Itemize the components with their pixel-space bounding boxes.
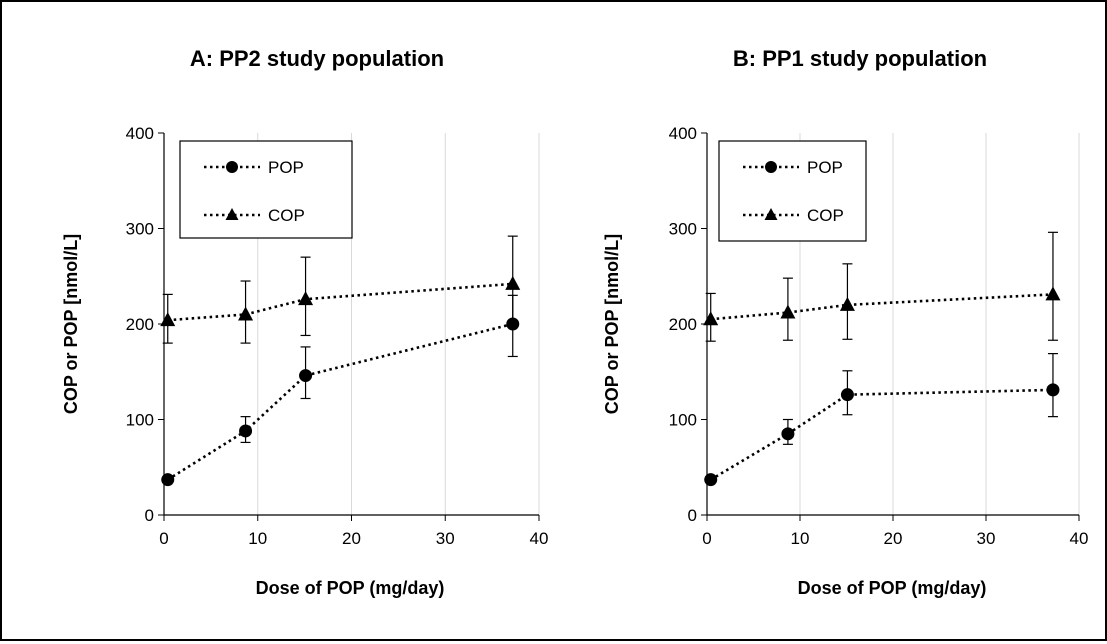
y-tick-label: 300 xyxy=(669,220,697,239)
series-line-pop xyxy=(167,322,514,481)
x-axis-title: Dose of POP (mg/day) xyxy=(256,578,445,598)
data-point-pop xyxy=(781,427,795,441)
series-line-pop xyxy=(710,388,1053,481)
chart-title: B: PP1 study population xyxy=(733,46,987,71)
y-tick-label: 100 xyxy=(126,411,154,430)
data-point-pop xyxy=(299,369,313,383)
y-tick-label: 200 xyxy=(669,315,697,334)
y-tick-label: 0 xyxy=(145,506,154,525)
data-point-cop xyxy=(238,306,254,321)
series-cop xyxy=(703,231,1061,342)
x-tick-label: 30 xyxy=(977,529,996,548)
data-point-pop xyxy=(161,473,175,487)
chart-panel-b: B: PP1 study population 0 100 200 300 400 0 10 2… xyxy=(602,46,1088,598)
chart-title: A: PP2 study population xyxy=(190,46,444,71)
legend-label-pop: POP xyxy=(807,158,843,177)
legend-marker-pop xyxy=(226,161,238,173)
data-point-pop xyxy=(239,424,253,438)
x-tick-label: 0 xyxy=(702,529,711,548)
x-tick-label: 10 xyxy=(791,529,810,548)
y-tick-label: 0 xyxy=(688,506,697,525)
series-pop xyxy=(161,294,520,487)
x-axis-title: Dose of POP (mg/day) xyxy=(798,578,987,598)
x-tick-label: 40 xyxy=(530,529,549,548)
x-tick-label: 20 xyxy=(342,529,361,548)
legend-marker-cop xyxy=(764,208,778,220)
legend-marker-cop xyxy=(225,208,239,220)
data-point-pop xyxy=(840,388,854,402)
legend-box xyxy=(718,140,867,242)
series-cop xyxy=(160,235,521,344)
series-line-cop xyxy=(710,293,1054,321)
data-point-pop xyxy=(704,473,718,487)
legend-label-pop: POP xyxy=(268,158,304,177)
y-axis-title: COP or POP [nmol/L] xyxy=(61,234,81,414)
y-tick-label: 300 xyxy=(126,220,154,239)
x-tick-label: 0 xyxy=(159,529,168,548)
legend: POP COP xyxy=(179,140,353,239)
x-tick-label: 30 xyxy=(436,529,455,548)
y-axis-title: COP or POP [nmol/L] xyxy=(602,234,622,414)
legend-label-cop: COP xyxy=(807,206,844,225)
legend-label-cop: COP xyxy=(268,206,305,225)
data-point-cop xyxy=(160,312,176,327)
data-point-pop xyxy=(1046,383,1060,397)
y-tick-label: 400 xyxy=(126,124,154,143)
legend: POP COP xyxy=(718,140,867,242)
series-line-cop xyxy=(167,282,513,322)
legend-marker-pop xyxy=(765,161,777,173)
data-point-cop xyxy=(703,311,719,326)
y-tick-label: 400 xyxy=(669,124,697,143)
data-point-cop xyxy=(780,304,796,319)
legend-box xyxy=(179,140,353,239)
data-point-cop xyxy=(298,291,314,306)
x-tick-label: 20 xyxy=(884,529,903,548)
y-tick-label: 100 xyxy=(669,411,697,430)
data-point-cop xyxy=(839,296,855,311)
data-point-cop xyxy=(505,275,521,290)
data-point-cop xyxy=(1045,286,1061,301)
x-tick-label: 40 xyxy=(1070,529,1089,548)
x-tick-label: 10 xyxy=(248,529,267,548)
y-tick-label: 200 xyxy=(126,315,154,334)
series-pop xyxy=(704,353,1060,487)
chart-panel-a: A: PP2 study population 0 100 200 300 400 0 10 2… xyxy=(61,46,548,598)
